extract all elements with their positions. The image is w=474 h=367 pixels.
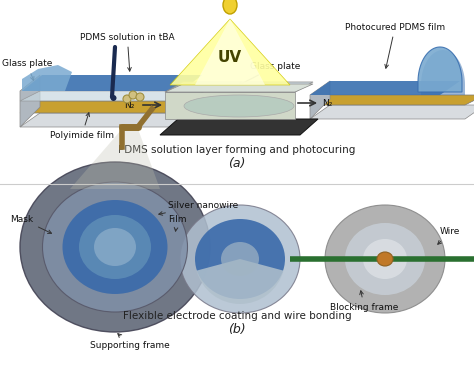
Text: PDMS solution layer forming and photocuring: PDMS solution layer forming and photocur… bbox=[118, 145, 356, 155]
Ellipse shape bbox=[94, 228, 136, 266]
Text: Mask: Mask bbox=[10, 214, 52, 233]
Text: Supporting frame: Supporting frame bbox=[90, 334, 170, 349]
Circle shape bbox=[136, 93, 144, 101]
Polygon shape bbox=[160, 119, 318, 135]
Polygon shape bbox=[70, 129, 160, 189]
Ellipse shape bbox=[221, 242, 259, 276]
Ellipse shape bbox=[79, 215, 151, 279]
Polygon shape bbox=[421, 50, 465, 95]
Polygon shape bbox=[418, 47, 462, 92]
Circle shape bbox=[110, 95, 117, 101]
Text: (a): (a) bbox=[228, 157, 246, 170]
Text: Silver nanowire: Silver nanowire bbox=[159, 200, 238, 215]
Polygon shape bbox=[22, 75, 202, 91]
Text: Flexible electrode coating and wire bonding: Flexible electrode coating and wire bond… bbox=[123, 311, 351, 321]
Ellipse shape bbox=[223, 0, 237, 14]
Polygon shape bbox=[165, 92, 295, 119]
Ellipse shape bbox=[63, 200, 167, 294]
Ellipse shape bbox=[345, 223, 425, 295]
Circle shape bbox=[129, 91, 137, 99]
Ellipse shape bbox=[184, 95, 294, 117]
Text: Film: Film bbox=[168, 214, 186, 231]
Text: (b): (b) bbox=[228, 323, 246, 336]
Polygon shape bbox=[20, 75, 40, 127]
Polygon shape bbox=[195, 19, 265, 85]
Polygon shape bbox=[20, 101, 205, 113]
Polygon shape bbox=[310, 95, 474, 105]
Ellipse shape bbox=[363, 239, 407, 279]
Text: Wire: Wire bbox=[438, 228, 460, 244]
Text: UV: UV bbox=[218, 50, 242, 65]
Polygon shape bbox=[22, 65, 72, 91]
Polygon shape bbox=[20, 113, 205, 127]
Text: Glass plate: Glass plate bbox=[2, 59, 52, 80]
Polygon shape bbox=[310, 81, 330, 119]
Text: Blocking frame: Blocking frame bbox=[330, 291, 398, 312]
Polygon shape bbox=[20, 91, 205, 101]
Polygon shape bbox=[170, 19, 290, 85]
Polygon shape bbox=[310, 105, 474, 119]
Polygon shape bbox=[165, 82, 313, 92]
Text: Polyimide film: Polyimide film bbox=[50, 113, 114, 139]
Text: N₂: N₂ bbox=[322, 98, 332, 108]
Ellipse shape bbox=[377, 252, 393, 266]
Circle shape bbox=[123, 95, 131, 103]
Wedge shape bbox=[197, 259, 283, 304]
Polygon shape bbox=[165, 84, 313, 92]
Text: Photocured PDMS film: Photocured PDMS film bbox=[345, 22, 445, 68]
Ellipse shape bbox=[195, 219, 285, 299]
Ellipse shape bbox=[180, 205, 300, 313]
Ellipse shape bbox=[43, 182, 188, 312]
Ellipse shape bbox=[325, 205, 445, 313]
Text: PDMS solution in tBA: PDMS solution in tBA bbox=[80, 33, 174, 71]
Text: Glass plate: Glass plate bbox=[238, 62, 301, 85]
Ellipse shape bbox=[20, 162, 210, 332]
Polygon shape bbox=[310, 81, 460, 95]
Text: N₂: N₂ bbox=[125, 101, 135, 109]
